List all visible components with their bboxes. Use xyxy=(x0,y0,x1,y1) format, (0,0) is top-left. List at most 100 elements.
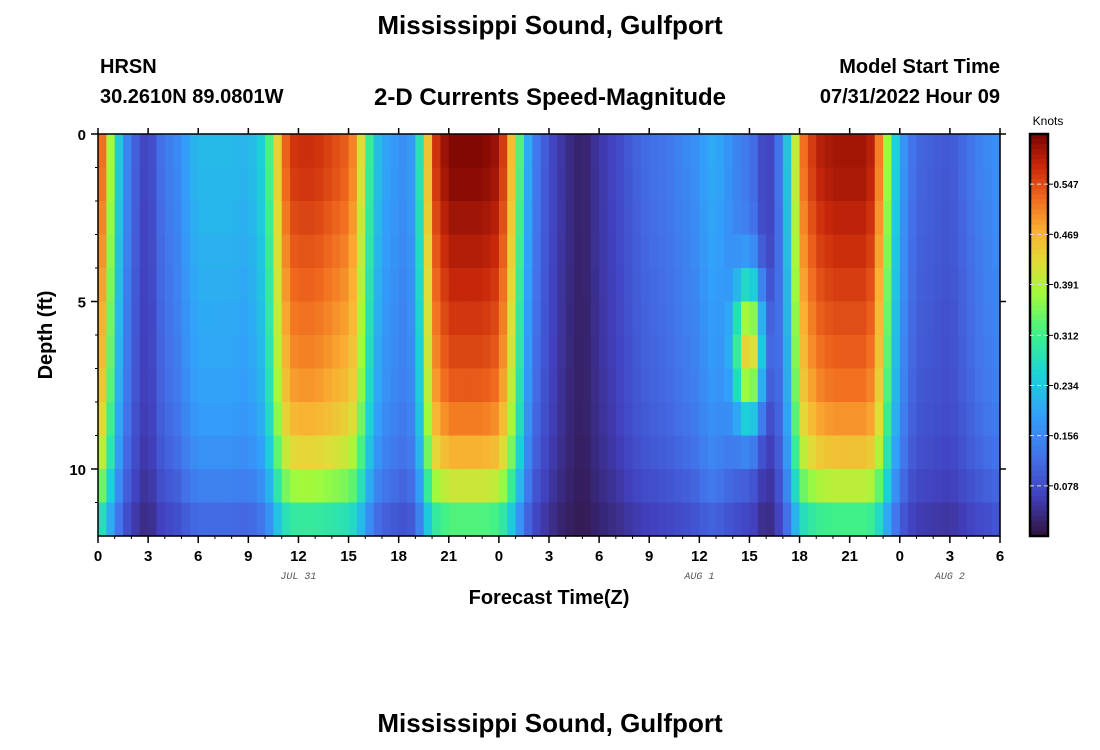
colorbar-segment xyxy=(1030,430,1048,437)
heatmap-cell xyxy=(665,268,675,303)
heatmap-cell xyxy=(465,502,475,537)
heatmap-cell xyxy=(958,402,968,437)
heatmap-cell xyxy=(532,368,542,403)
heatmap-cell xyxy=(716,201,725,236)
heatmap-cell xyxy=(565,368,575,403)
heatmap-cell xyxy=(766,435,776,470)
heatmap-cell xyxy=(858,268,867,303)
heatmap-cell xyxy=(423,502,433,537)
heatmap-cell xyxy=(390,402,400,437)
heatmap-cell xyxy=(607,402,617,437)
colorbar-segment xyxy=(1030,249,1048,256)
heatmap-cell xyxy=(924,201,934,236)
heatmap-cell xyxy=(791,335,801,370)
heatmap-cell xyxy=(590,268,600,303)
model-start-value: 07/31/2022 Hour 09 xyxy=(819,86,1000,108)
heatmap-cell xyxy=(398,402,408,437)
heatmap-cell xyxy=(640,469,650,504)
heatmap-cell xyxy=(457,201,467,236)
heatmap-cell xyxy=(599,201,609,236)
heatmap-cell xyxy=(206,167,216,202)
heatmap-cell xyxy=(682,368,692,403)
heatmap-cell xyxy=(532,268,542,303)
heatmap-cell xyxy=(699,502,709,537)
heatmap-cell xyxy=(265,234,274,269)
heatmap-cell xyxy=(231,201,241,236)
heatmap-cell xyxy=(557,134,567,169)
heatmap-cell xyxy=(365,268,375,303)
heatmap-cell xyxy=(624,435,634,470)
heatmap-cell xyxy=(265,301,274,336)
heatmap-cell xyxy=(716,134,725,169)
heatmap-cell xyxy=(690,301,700,336)
heatmap-cell xyxy=(515,402,525,437)
heatmap-cell xyxy=(657,502,667,537)
heatmap-cell xyxy=(523,134,533,169)
heatmap-cell xyxy=(674,301,684,336)
heatmap-cell xyxy=(465,402,475,437)
heatmap-cell xyxy=(223,335,233,370)
heatmap-cell xyxy=(774,435,784,470)
heatmap-cell xyxy=(373,502,383,537)
heatmap-cell xyxy=(281,201,291,236)
heatmap-cell xyxy=(239,134,249,169)
heatmap-cell xyxy=(757,469,767,504)
heatmap-cell xyxy=(582,268,592,303)
heatmap-cell xyxy=(148,402,158,437)
heatmap-cell xyxy=(766,402,776,437)
heatmap-cell xyxy=(791,167,801,202)
heatmap-cell xyxy=(766,301,776,336)
heatmap-cell xyxy=(565,402,575,437)
heatmap-cell xyxy=(415,234,425,269)
heatmap-cell xyxy=(498,134,508,169)
heatmap-cell xyxy=(949,402,959,437)
colorbar-segment xyxy=(1030,510,1048,517)
heatmap-cell xyxy=(649,469,659,504)
heatmap-cell xyxy=(281,234,291,269)
heatmap-cell xyxy=(657,301,667,336)
heatmap-cell xyxy=(223,268,233,303)
heatmap-cell xyxy=(724,268,734,303)
heatmap-cell xyxy=(214,234,224,269)
heatmap-cell xyxy=(139,134,149,169)
heatmap-cell xyxy=(432,301,442,336)
heatmap-cell xyxy=(131,234,141,269)
heatmap-cell xyxy=(549,435,558,470)
heatmap-cell xyxy=(891,469,901,504)
heatmap-cell xyxy=(256,167,266,202)
colorbar-segment xyxy=(1030,214,1048,221)
heatmap-cell xyxy=(340,201,350,236)
heatmap-cell xyxy=(532,469,542,504)
heatmap-cell xyxy=(348,435,358,470)
heatmap-cell xyxy=(381,435,391,470)
heatmap-cell xyxy=(933,167,943,202)
heatmap-cell xyxy=(139,502,149,537)
heatmap-cell xyxy=(891,201,901,236)
heatmap-cell xyxy=(924,335,934,370)
heatmap-cell xyxy=(131,134,141,169)
heatmap-cell xyxy=(858,402,867,437)
heatmap-cell xyxy=(858,134,867,169)
heatmap-cell xyxy=(473,502,483,537)
heatmap-cell xyxy=(231,301,241,336)
heatmap-cell xyxy=(523,234,533,269)
heatmap-cell xyxy=(757,301,767,336)
colorbar-segment xyxy=(1030,189,1048,195)
heatmap-cell xyxy=(891,234,901,269)
colorbar-segment xyxy=(1030,314,1048,321)
heatmap-cell xyxy=(173,167,183,202)
heatmap-cell xyxy=(440,368,450,403)
heatmap-cell xyxy=(432,201,442,236)
heatmap-cell xyxy=(966,435,976,470)
colorbar-segment xyxy=(1030,425,1048,432)
heatmap-cell xyxy=(106,301,116,336)
heatmap-cell xyxy=(214,368,224,403)
heatmap-cell xyxy=(356,234,366,269)
heatmap-cell xyxy=(858,502,867,537)
heatmap-cell xyxy=(148,368,158,403)
heatmap-cell xyxy=(582,402,592,437)
heatmap-cell xyxy=(248,268,258,303)
heatmap-cell xyxy=(741,201,751,236)
heatmap-cell xyxy=(331,435,341,470)
heatmap-cell xyxy=(949,502,959,537)
